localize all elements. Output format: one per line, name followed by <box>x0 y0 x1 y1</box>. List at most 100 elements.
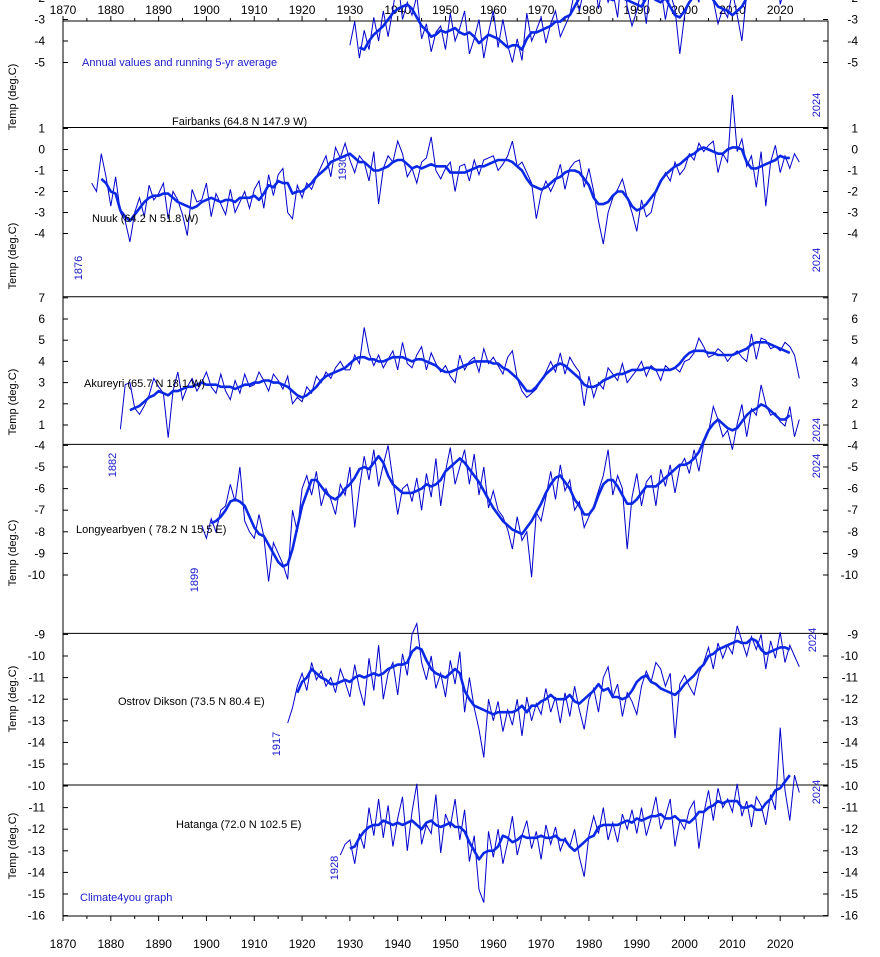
x-tick-label-bottom: 2010 <box>719 937 746 951</box>
x-tick-label-top: 1970 <box>528 3 555 17</box>
y-tick-label-right: -9 <box>847 627 858 641</box>
y-tick-label-left: -14 <box>28 735 46 749</box>
x-tick-label-top: 2020 <box>767 3 794 17</box>
y-tick-label-left: -8 <box>34 525 45 539</box>
x-tick-label-bottom: 2000 <box>671 937 698 951</box>
y-tick-label-left: -4 <box>34 34 45 48</box>
y-tick-label-right: -4 <box>847 227 858 241</box>
x-tick-label-bottom: 1890 <box>145 937 172 951</box>
y-tick-label-right: -14 <box>841 735 859 749</box>
station-name: Longyearbyen ( 78.2 N 15.5 E) <box>76 524 226 536</box>
y-tick-label-left: -13 <box>28 844 46 858</box>
y-tick-label-right: -10 <box>841 649 859 663</box>
y-tick-label-left: -16 <box>28 909 46 923</box>
y-tick-label-right: 0 <box>851 143 858 157</box>
y-axis-title: Temp (deg.C) <box>7 369 19 436</box>
y-tick-label-left: -12 <box>28 692 46 706</box>
y-tick-label-left: 2 <box>38 397 45 411</box>
panel-6: -16 -16 -15 -15 -14 -14 -13 -13 -12 -12 -11 -11 -10 -… <box>7 727 859 923</box>
y-tick-label-left: -6 <box>34 482 45 496</box>
panel-4: -10 -10 -9 -9 -8 -8 -7 -7 -6 -6 -5 -5 -4 -4 Temp (deg.… <box>7 384 859 592</box>
y-tick-label-left: -3 <box>34 13 45 27</box>
start-year-label: 1917 <box>271 732 283 756</box>
y-tick-label-right: -13 <box>841 844 859 858</box>
y-tick-label-right: -5 <box>847 56 858 70</box>
y-tick-label-left: 4 <box>38 354 45 368</box>
y-axis-title: Temp (deg.C) <box>7 64 19 131</box>
station-name: Akureyri (65.7 N 18.1 W) <box>84 378 205 390</box>
x-tick-label-top: 1920 <box>289 3 316 17</box>
y-tick-label-right: -11 <box>842 671 859 685</box>
y-tick-label-right: -2 <box>847 0 858 5</box>
y-tick-label-right: -12 <box>841 822 859 836</box>
y-tick-label-right: -2 <box>847 185 858 199</box>
y-tick-label-right: -3 <box>847 13 858 27</box>
x-tick-label-bottom: 1980 <box>576 937 603 951</box>
x-tick-label-top: 1930 <box>337 3 364 17</box>
x-tick-label-bottom: 1990 <box>623 937 650 951</box>
y-tick-label-right: 5 <box>851 333 858 347</box>
y-tick-label-right: 4 <box>851 354 858 368</box>
station-name: Nuuk (64.2 N 51.8 W) <box>92 213 198 225</box>
start-year-label: 1930 <box>337 156 349 180</box>
y-axis-title: Temp (deg.C) <box>7 520 19 587</box>
start-year-label: 1876 <box>73 256 85 280</box>
start-year-label: 1928 <box>329 856 341 880</box>
y-tick-label-left: -3 <box>34 206 45 220</box>
y-tick-label-right: -15 <box>841 757 859 771</box>
x-tick-label-bottom: 1900 <box>193 937 220 951</box>
running-average-line <box>349 774 791 861</box>
y-tick-label-left: 6 <box>38 312 45 326</box>
running-average-line <box>100 146 790 223</box>
y-tick-label-left: -4 <box>34 438 45 452</box>
running-average-line <box>296 637 791 716</box>
y-tick-label-left: -11 <box>29 801 46 815</box>
annual-series-line <box>287 621 800 758</box>
y-tick-label-right: -7 <box>847 503 858 517</box>
y-tick-label-right: -9 <box>847 546 858 560</box>
y-axis-title: Temp (deg.C) <box>7 813 19 880</box>
x-axis-bottom: 1870 1880 1890 1900 1910 1920 1930 1940 1950 1960… <box>50 916 805 951</box>
x-tick-label-top: 1980 <box>576 3 603 17</box>
y-tick-label-left: -9 <box>34 627 45 641</box>
x-tick-label-bottom: 1940 <box>384 937 411 951</box>
y-tick-label-right: 3 <box>851 376 858 390</box>
x-tick-label-bottom: 1910 <box>241 937 268 951</box>
x-axis-top: 1870 1880 1890 1900 1910 1920 1930 1940 1950 1960… <box>50 3 805 21</box>
y-tick-label-left: -10 <box>28 649 46 663</box>
start-year-label: 1882 <box>107 453 119 477</box>
header-note: Annual values and running 5-yr average <box>82 57 277 69</box>
panel-2: -4 -4 -3 -3 -2 -2 -1 -1 0 0 1 1 Temp (deg.C) Nuuk (64… <box>7 94 858 290</box>
y-tick-label-left: -11 <box>29 671 46 685</box>
running-average-line <box>210 403 791 568</box>
credit-label: Climate4you graph <box>80 892 172 904</box>
y-tick-label-left: -10 <box>28 779 46 793</box>
plot-frame <box>62 20 829 917</box>
x-tick-label-top: 1890 <box>145 3 172 17</box>
y-tick-label-right: -4 <box>847 34 858 48</box>
panel-3: 1 1 2 2 3 3 4 4 5 5 6 6 7 7 Temp (deg.C) Akureyri (65.7… <box>7 291 858 477</box>
y-tick-label-left: -5 <box>34 460 45 474</box>
y-tick-label-left: 5 <box>38 333 45 347</box>
x-tick-label-top: 1900 <box>193 3 220 17</box>
station-name: Fairbanks (64.8 N 147.9 W) <box>172 116 307 128</box>
x-tick-label-top: 1870 <box>50 3 77 17</box>
y-tick-label-left: -7 <box>34 503 45 517</box>
x-tick-label-bottom: 1960 <box>480 937 507 951</box>
y-tick-label-left: -10 <box>28 568 46 582</box>
y-tick-label-left: 3 <box>38 376 45 390</box>
y-tick-label-right: 7 <box>851 291 858 305</box>
y-tick-label-right: -10 <box>841 568 859 582</box>
station-name: Ostrov Dikson (73.5 N 80.4 E) <box>118 696 265 708</box>
y-axis-title: Temp (deg.C) <box>7 223 19 290</box>
x-tick-label-top: 1960 <box>480 3 507 17</box>
running-average-line <box>358 0 748 51</box>
y-tick-label-right: -13 <box>841 714 859 728</box>
panel-1: -5 -5 -4 -4 -3 -3 -2 -2 -1 -1 0 0 1 1 Temp (deg.C) Fair… <box>7 0 858 180</box>
end-year-label: 2024 <box>811 454 823 478</box>
y-tick-label-left: 7 <box>38 291 45 305</box>
x-tick-label-bottom: 1920 <box>289 937 316 951</box>
y-tick-label-left: 1 <box>38 122 45 136</box>
annual-series-line <box>339 727 800 903</box>
